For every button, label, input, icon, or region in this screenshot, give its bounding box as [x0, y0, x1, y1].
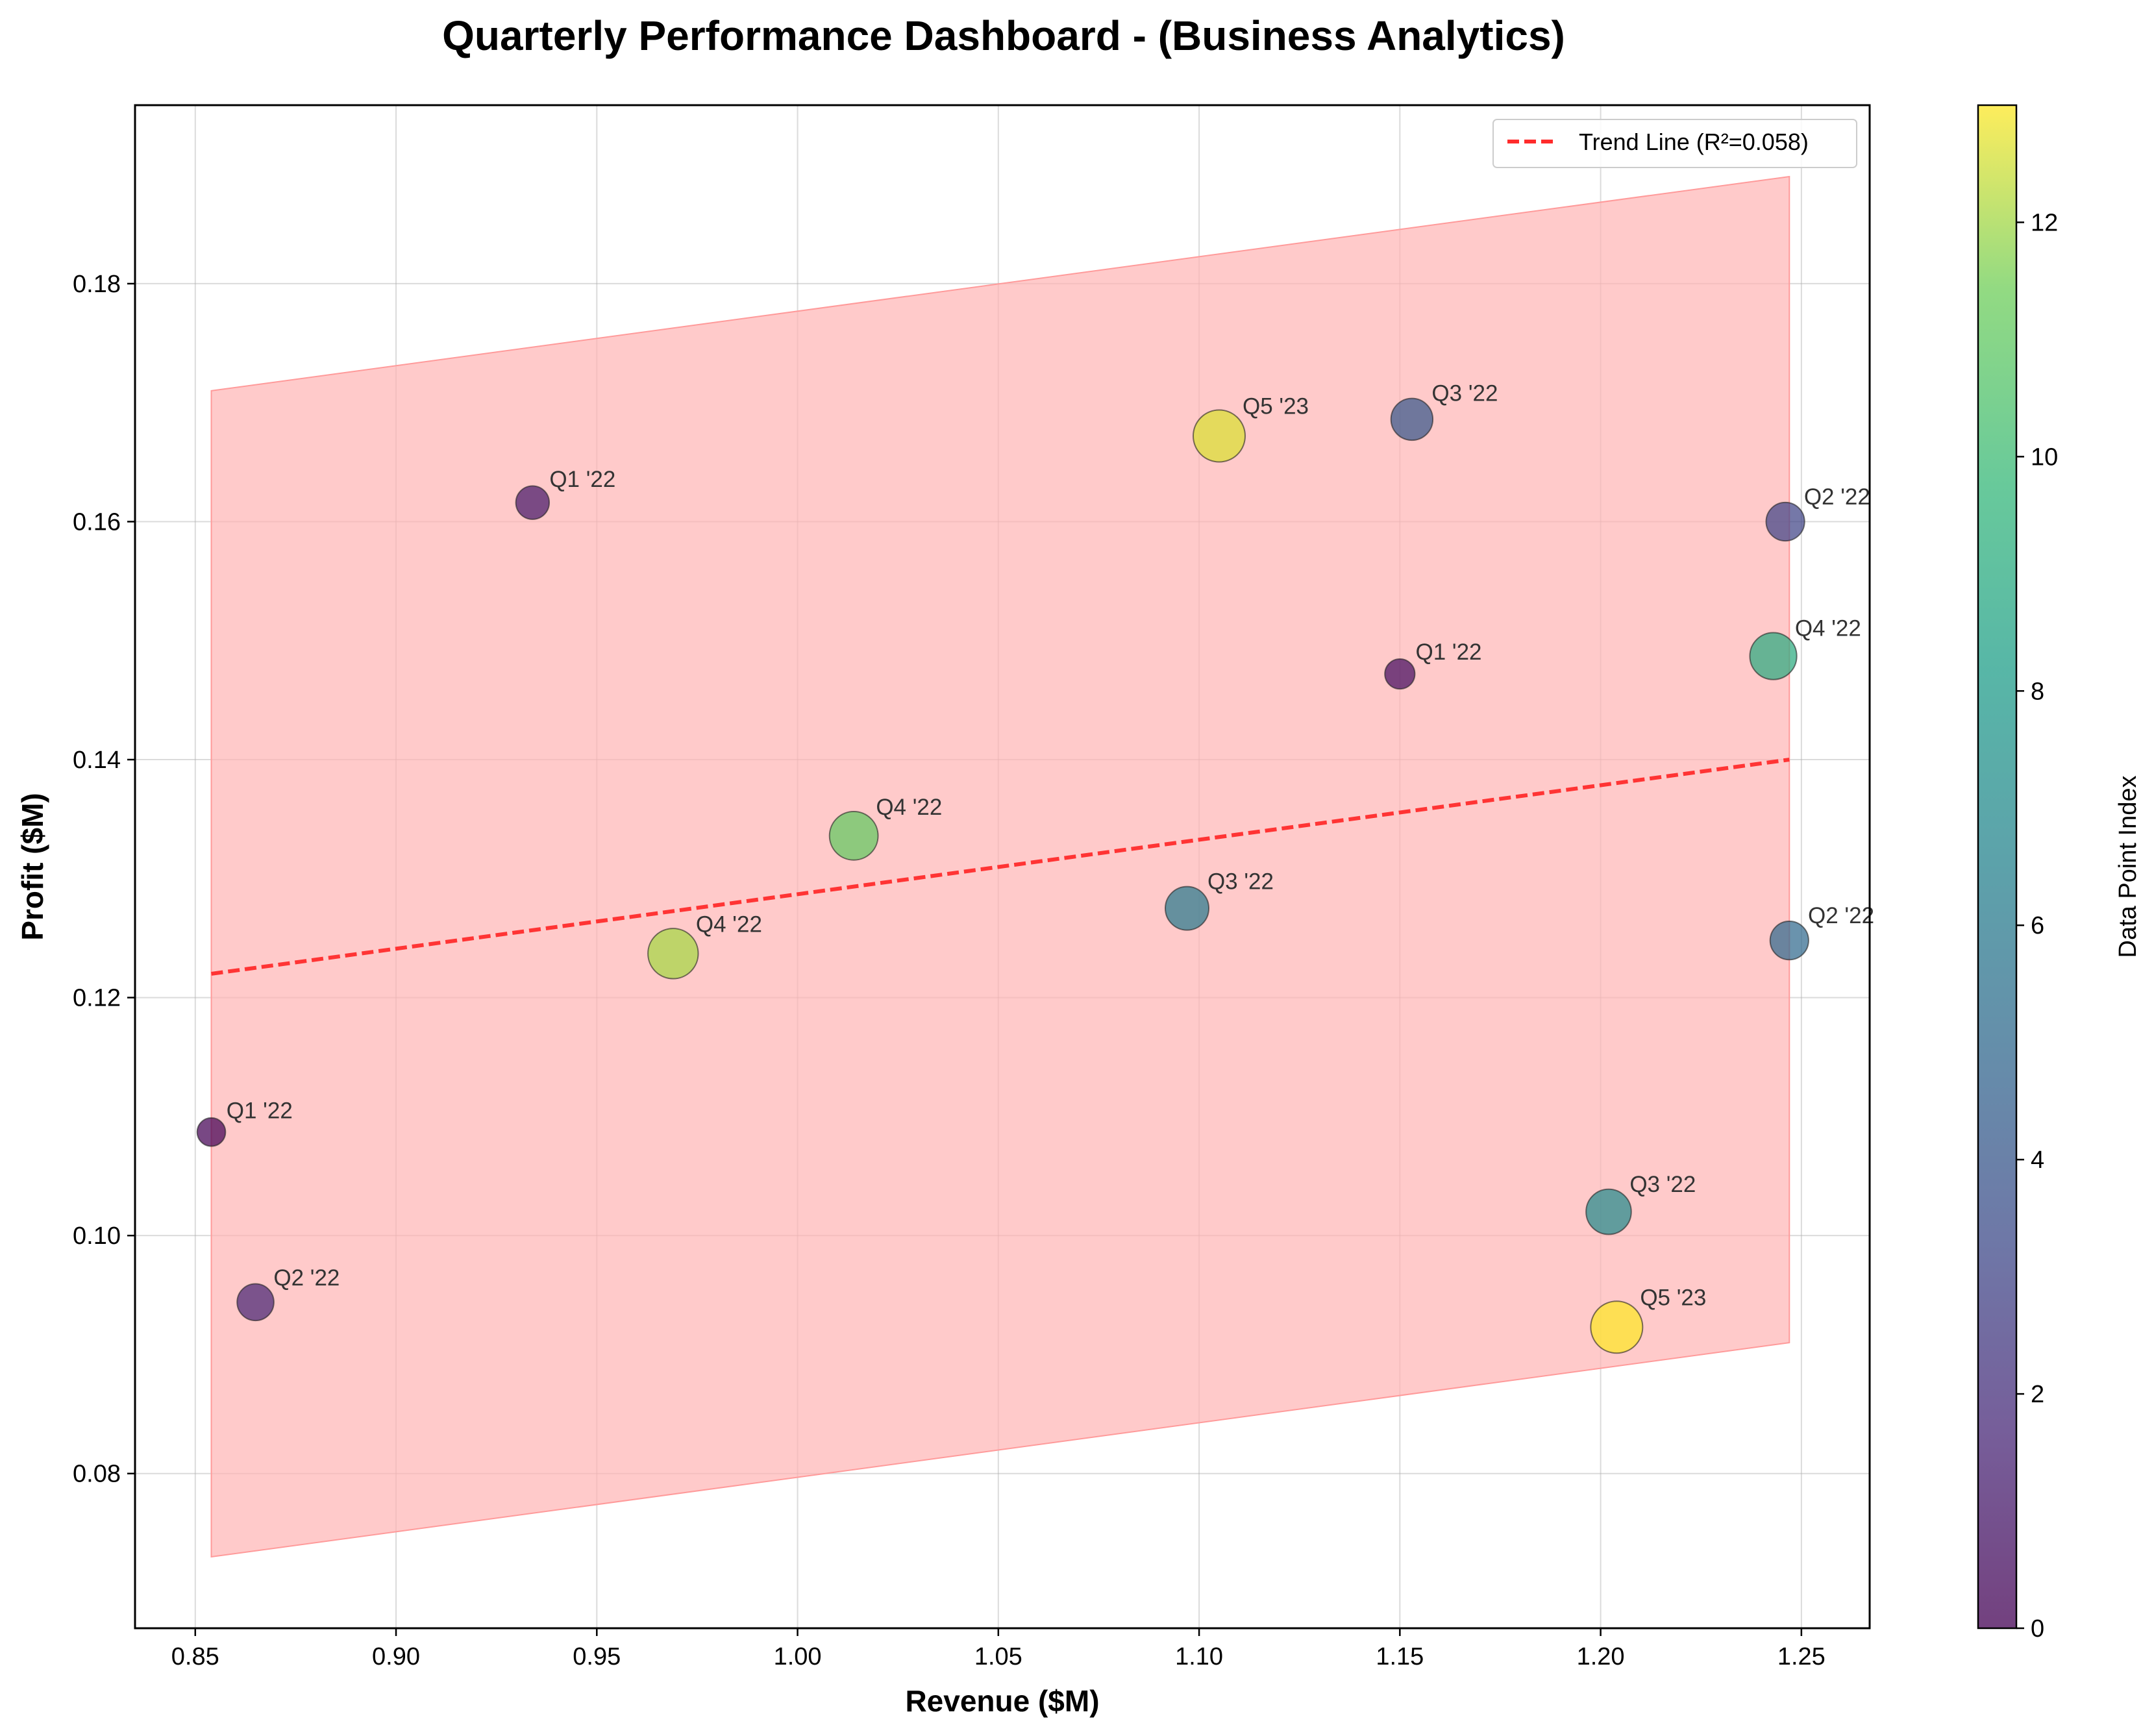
data-point [1165, 886, 1210, 931]
data-point [828, 810, 879, 861]
point-label: Q4 '22 [876, 795, 942, 820]
data-point [1384, 658, 1416, 690]
data-point [1765, 501, 1805, 542]
chart-title: Quarterly Performance Dashboard - (Busin… [442, 12, 1565, 59]
y-axis-title: Profit ($M) [16, 793, 49, 940]
colorbar: 0 2 4 6 8 10 12 Data Point Index [1977, 104, 2142, 1643]
point-label: Q4 '22 [696, 912, 762, 937]
colorbar-ticks: 0 2 4 6 8 10 12 [2016, 209, 2058, 1643]
legend-box [1492, 119, 1857, 168]
point-label: Q4 '22 [1795, 615, 1861, 641]
y-tick-label: 0.08 [73, 1461, 121, 1488]
colorbar-title: Data Point Index [2114, 776, 2142, 958]
x-tick-label: 1.20 [1577, 1643, 1625, 1670]
x-tick-label: 1.25 [1777, 1643, 1826, 1670]
point-label: Q1 '22 [549, 467, 615, 492]
legend: Trend Line (R²=0.058) [1492, 119, 1857, 168]
data-points-layer [196, 397, 1809, 1354]
data-point [1749, 632, 1798, 680]
point-label: Q5 '23 [1640, 1285, 1706, 1310]
point-label: Q2 '22 [273, 1265, 340, 1291]
point-label: Q5 '23 [1243, 394, 1309, 419]
colorbar-tick-label: 12 [2031, 209, 2058, 236]
data-point [196, 1117, 227, 1147]
x-tick-label: 1.00 [774, 1643, 822, 1670]
point-label: Q3 '22 [1207, 869, 1274, 895]
x-tick-label: 1.05 [974, 1643, 1022, 1670]
point-label: Q1 '22 [227, 1098, 293, 1123]
point-label: Q3 '22 [1629, 1172, 1696, 1197]
y-tick-label: 0.16 [73, 508, 121, 536]
colorbar-gradient [1977, 104, 2018, 1630]
trend-line-layer [211, 758, 1790, 976]
data-point [1390, 397, 1434, 441]
legend-trend-line-label: Trend Line (R²=0.058) [1579, 129, 1809, 155]
x-tick-label: 0.90 [372, 1643, 420, 1670]
point-label: Q1 '22 [1416, 639, 1482, 665]
data-point [1193, 409, 1246, 463]
x-axis-title: Revenue ($M) [905, 1684, 1099, 1718]
x-tick-label: 1.15 [1376, 1643, 1424, 1670]
y-axis-ticks: 0.08 0.10 0.12 0.14 0.16 0.18 [73, 271, 135, 1488]
point-label: Q3 '22 [1431, 380, 1498, 406]
plot-area-frame [134, 104, 1871, 1630]
x-tick-label: 1.10 [1175, 1643, 1223, 1670]
colorbar-tick-label: 0 [2031, 1615, 2044, 1643]
x-tick-label: 0.95 [573, 1643, 621, 1670]
data-point [1769, 921, 1809, 961]
y-tick-label: 0.12 [73, 985, 121, 1012]
point-label: Q2 '22 [1804, 484, 1870, 510]
data-point [236, 1283, 275, 1322]
point-label: Q2 '22 [1808, 903, 1874, 928]
colorbar-tick-label: 6 [2031, 912, 2044, 939]
data-point [647, 928, 699, 980]
x-tick-label: 0.85 [171, 1643, 219, 1670]
y-tick-label: 0.10 [73, 1222, 121, 1250]
y-tick-label: 0.14 [73, 747, 121, 774]
y-tick-label: 0.18 [73, 271, 121, 298]
colorbar-tick-label: 8 [2031, 678, 2044, 705]
colorbar-tick-label: 10 [2031, 443, 2058, 471]
data-point [515, 485, 551, 520]
data-point [1590, 1300, 1644, 1354]
trend-line [211, 758, 1790, 976]
point-labels-layer: Q1 '22 Q1 '22 Q1 '22 Q2 '22 Q2 '22 Q2 '22 Q3 '… [227, 380, 1874, 1310]
data-point [1585, 1188, 1632, 1235]
colorbar-tick-label: 4 [2031, 1147, 2044, 1174]
colorbar-tick-label: 2 [2031, 1381, 2044, 1408]
x-axis-ticks: 0.85 0.90 0.95 1.00 1.05 1.10 1.15 1.20 1.25 [171, 1628, 1826, 1670]
